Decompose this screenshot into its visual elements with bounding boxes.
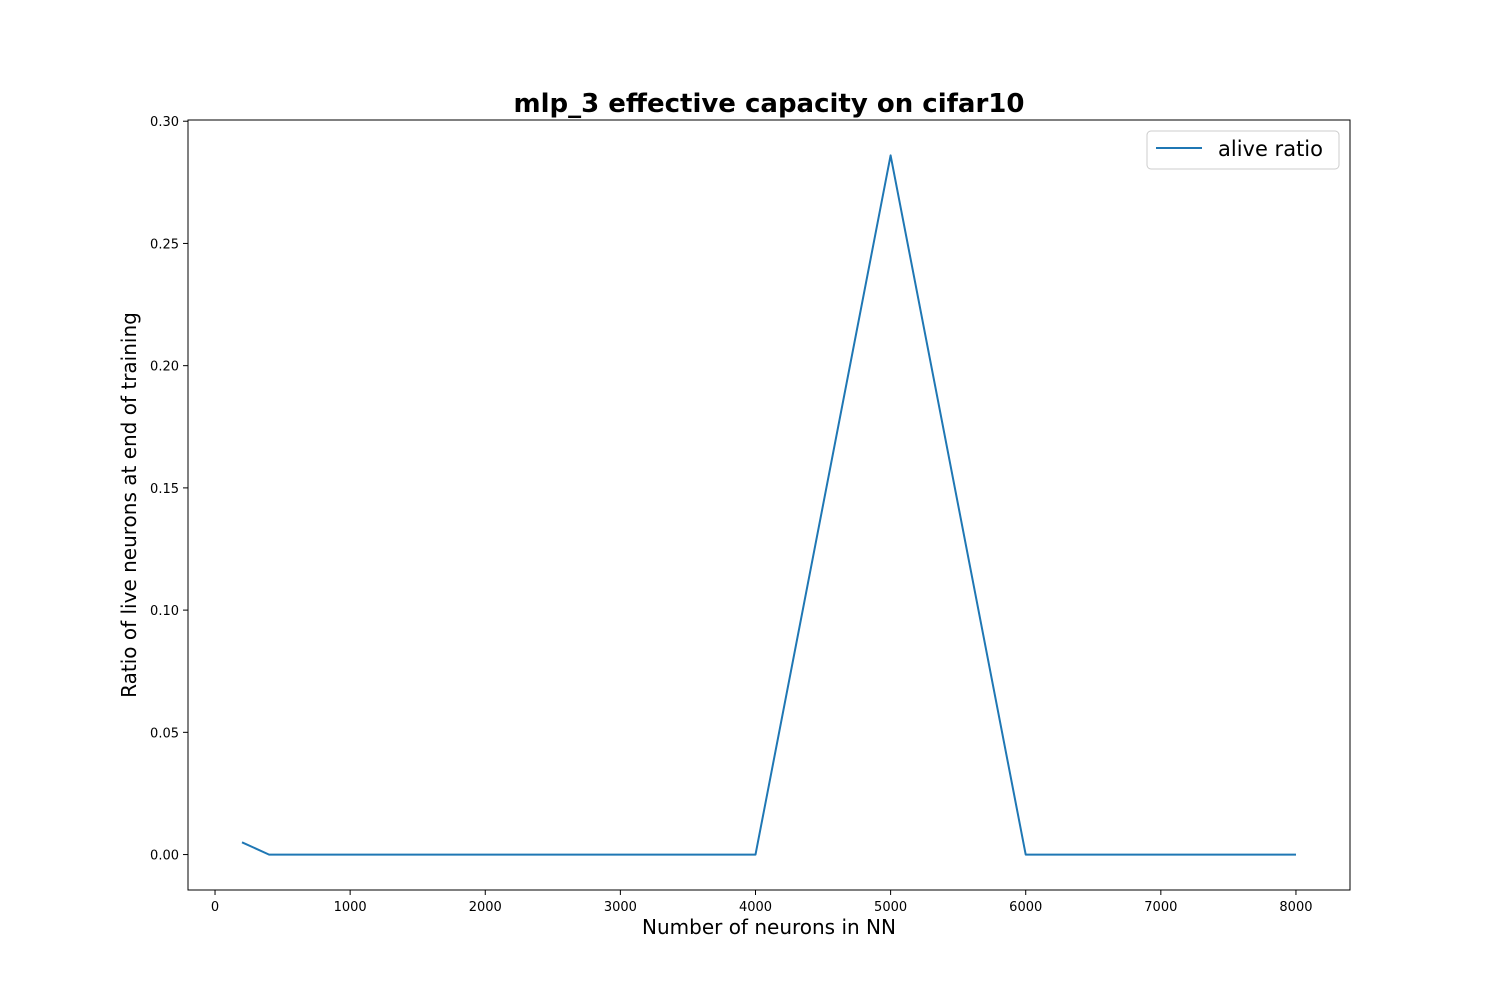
legend-label: alive ratio xyxy=(1218,137,1323,161)
x-tick-label: 4000 xyxy=(739,900,772,915)
x-tick-label: 6000 xyxy=(1009,900,1042,915)
plot-series xyxy=(241,154,1296,856)
x-tick-label: 1000 xyxy=(334,900,367,915)
x-tick-label: 3000 xyxy=(604,900,637,915)
x-axis-ticks: 0 1000 2000 3000 4000 5000 6000 7000 8000 xyxy=(211,890,1313,915)
legend: alive ratio xyxy=(1146,130,1340,170)
x-axis-label: Number of neurons in NN xyxy=(642,915,896,939)
x-tick-label: 5000 xyxy=(874,900,907,915)
y-tick-label: 0.10 xyxy=(150,604,179,619)
y-tick-label: 0.05 xyxy=(150,726,179,741)
legend-box xyxy=(1146,130,1340,170)
y-tick-label: 0.00 xyxy=(150,849,179,864)
y-tick-label: 0.25 xyxy=(150,237,179,252)
series-line-0 xyxy=(241,154,1296,856)
x-tick-label: 7000 xyxy=(1144,900,1177,915)
y-axis-label: Ratio of live neurons at end of training xyxy=(117,312,141,698)
x-tick-label: 2000 xyxy=(469,900,502,915)
y-tick-label: 0.20 xyxy=(150,360,179,375)
chart-title: mlp_3 effective capacity on cifar10 xyxy=(514,89,1025,119)
x-tick-label: 8000 xyxy=(1279,900,1312,915)
y-axis-ticks: 0.00 0.05 0.10 0.15 0.20 0.25 0.30 xyxy=(150,115,188,864)
plot-frame xyxy=(187,119,1351,891)
y-tick-label: 0.30 xyxy=(150,115,179,130)
x-tick-label: 0 xyxy=(211,900,219,915)
y-tick-label: 0.15 xyxy=(150,482,179,497)
